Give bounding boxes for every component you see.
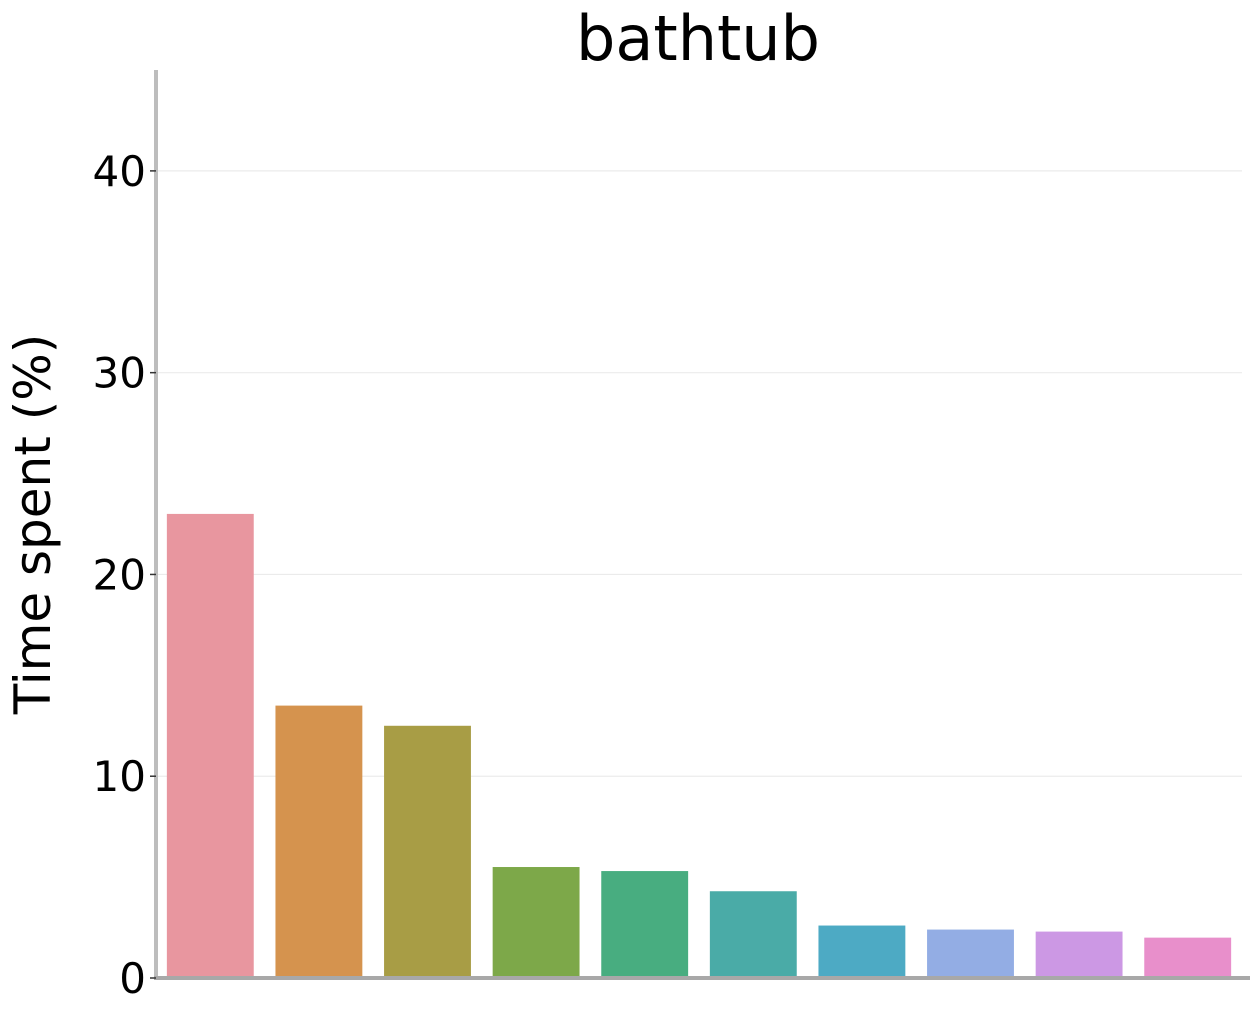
- gridlines: [156, 170, 1242, 777]
- bar-1: [166, 513, 254, 978]
- y-tick-label-10: 10: [93, 752, 146, 801]
- y-tick-label-20: 20: [93, 550, 146, 599]
- bars: [166, 513, 1232, 978]
- bar-10: [1144, 937, 1232, 978]
- y-ticks: 0 10 20 30 40: [93, 147, 156, 1003]
- y-axis-label: Time spent (%): [4, 334, 62, 716]
- bar-4: [492, 867, 580, 978]
- y-tick-label-30: 30: [93, 349, 146, 398]
- bar-6: [709, 891, 797, 978]
- y-tick-label-0: 0: [119, 954, 146, 1003]
- bar-7: [818, 925, 906, 978]
- bar-9: [1035, 931, 1123, 978]
- chart-title: bathtub: [576, 2, 820, 75]
- bar-2: [275, 705, 363, 978]
- bar-5: [601, 871, 689, 978]
- bar-8: [927, 929, 1014, 978]
- y-tick-label-40: 40: [93, 147, 146, 196]
- axes: [154, 70, 1250, 980]
- bar-3: [384, 725, 471, 978]
